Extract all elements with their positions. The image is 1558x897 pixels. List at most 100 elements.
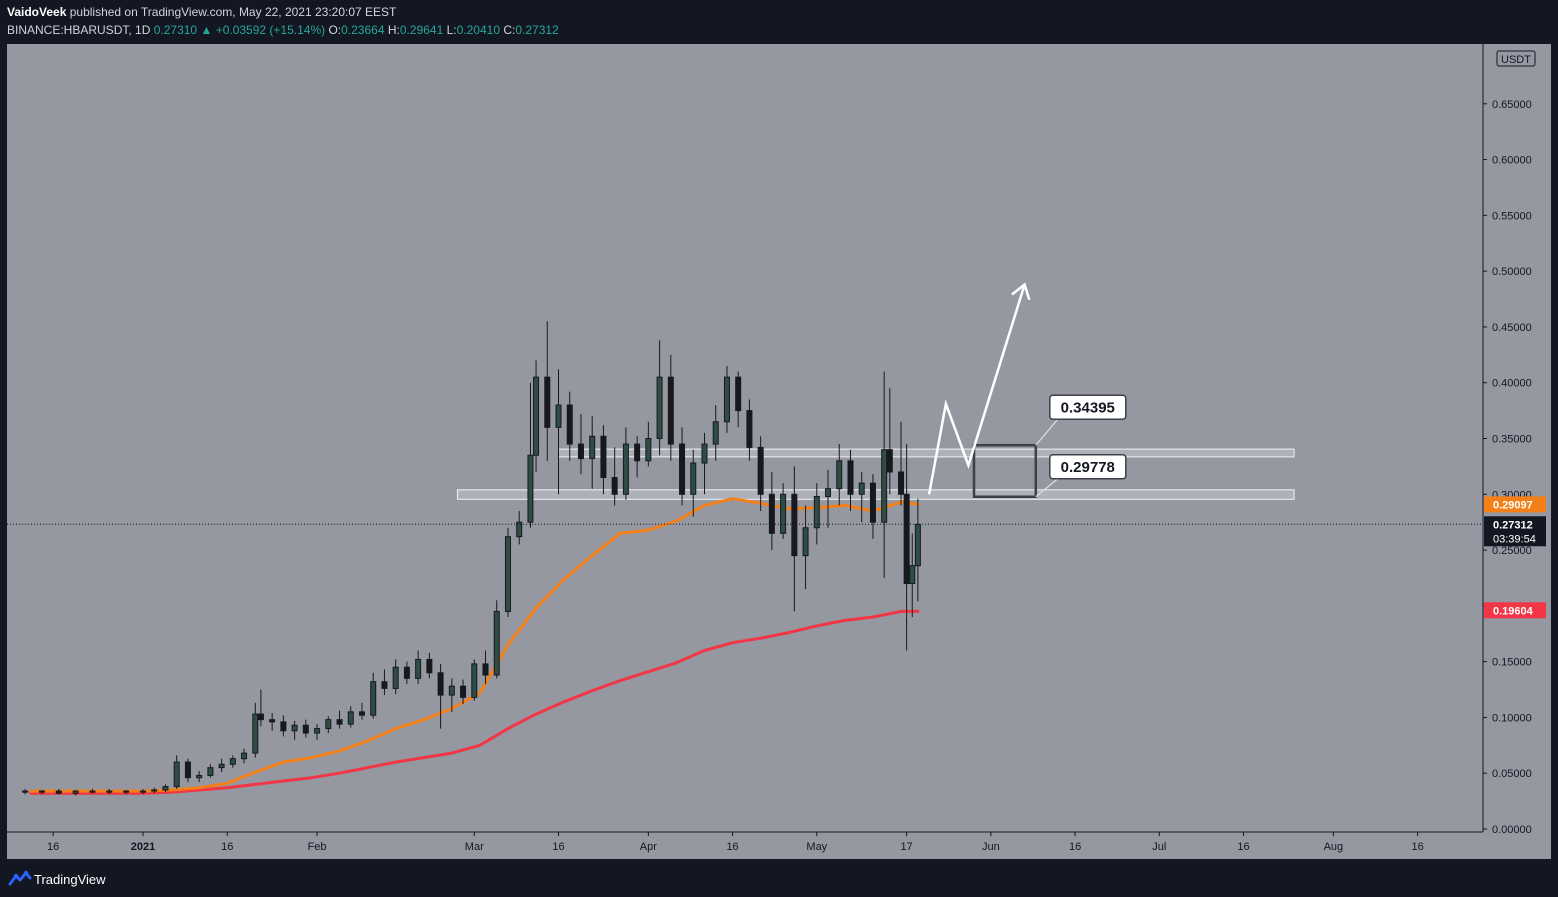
candle <box>869 474 876 539</box>
candle <box>577 413 584 475</box>
candle <box>645 421 652 467</box>
candle <box>38 789 45 795</box>
candle <box>392 659 399 694</box>
candle <box>600 425 607 495</box>
author-name[interactable]: VaidoVeek <box>7 5 67 19</box>
tradingview-brand[interactable]: TradingView <box>34 872 106 887</box>
candle-body <box>252 713 259 754</box>
currency-label: USDT <box>1501 54 1531 66</box>
y-tick-label: 0.40000 <box>1492 378 1532 390</box>
publish-info: VaidoVeek published on TradingView.com, … <box>7 5 396 19</box>
candle <box>471 659 478 701</box>
projection-arrow <box>927 284 1026 495</box>
candle <box>325 716 332 734</box>
candle-body <box>690 462 697 495</box>
candle-body <box>533 376 540 456</box>
candle <box>437 663 444 729</box>
chart-header: VaidoVeek published on TradingView.com, … <box>0 0 1558 44</box>
candle-body <box>746 410 753 448</box>
candle-body <box>302 724 309 734</box>
up-arrow-icon: ▲ <box>200 23 213 37</box>
candle <box>909 533 916 618</box>
candle-body <box>162 786 169 791</box>
candle-body <box>622 443 629 495</box>
candles <box>22 321 921 796</box>
candle-body <box>151 789 158 792</box>
x-tick-label: May <box>806 841 827 853</box>
candle-body <box>791 493 798 557</box>
x-tick-label: 16 <box>47 841 59 853</box>
y-tick-label: 0.55000 <box>1492 210 1532 222</box>
y-tick-label: 0.05000 <box>1492 768 1532 780</box>
candle <box>712 405 719 461</box>
candle-body <box>555 404 562 428</box>
candle <box>746 399 753 461</box>
candle <box>701 432 708 495</box>
candle-body <box>403 666 410 679</box>
candle <box>679 427 686 506</box>
candle-body <box>325 719 332 730</box>
price-chart[interactable]: 0.000000.050000.100000.150000.200000.250… <box>0 44 1558 862</box>
y-tick-label: 0.45000 <box>1492 322 1532 334</box>
published-text: published on TradingView.com, May 22, 20… <box>69 5 397 19</box>
candle-body <box>527 454 534 523</box>
candle <box>151 787 158 794</box>
time-axis[interactable] <box>7 832 1483 859</box>
candle-body <box>802 527 809 557</box>
candle <box>757 436 764 512</box>
tradingview-logo-icon[interactable] <box>8 870 32 888</box>
candle-body <box>173 761 180 788</box>
drawings[interactable]: 0.34395 0.29778 <box>927 282 1127 498</box>
x-tick-label: Apr <box>640 841 657 853</box>
candle <box>482 650 489 684</box>
arrow-head-icon <box>1011 282 1031 301</box>
ma-slow-price: 0.19604 <box>1484 602 1546 619</box>
y-tick-label: 0.60000 <box>1492 155 1532 167</box>
candle-body <box>370 681 377 716</box>
candle <box>241 748 248 764</box>
candle <box>735 371 742 428</box>
plot-area[interactable] <box>7 44 1483 832</box>
candle <box>881 371 888 578</box>
close-label: C: <box>503 23 516 37</box>
candle <box>89 788 96 794</box>
last-value: 0.27310 <box>153 23 198 37</box>
candle-body <box>314 728 321 734</box>
candle-body <box>898 471 905 495</box>
candle-body <box>196 774 203 779</box>
callout-box <box>1049 454 1127 480</box>
high-value: 0.29641 <box>399 23 444 37</box>
y-tick-label: 0.50000 <box>1492 266 1532 278</box>
candle-body <box>836 460 843 490</box>
candle <box>280 715 287 737</box>
price-badge-label: 0.19604 <box>1493 605 1534 617</box>
ma-slow-line <box>29 609 920 795</box>
candle <box>858 471 865 523</box>
x-tick-label: Jul <box>1152 841 1166 853</box>
candle <box>257 689 264 727</box>
candle <box>106 788 113 795</box>
candle <box>162 784 169 793</box>
symbol-label[interactable]: BINANCE:HBARUSDT, 1D <box>7 23 151 37</box>
candle <box>667 354 674 461</box>
price-axis[interactable] <box>1483 44 1551 832</box>
low-label: L: <box>446 23 457 37</box>
candle-body <box>336 719 343 725</box>
candle-body <box>229 758 236 765</box>
candle-body <box>504 536 511 612</box>
currency-badge[interactable]: USDT <box>1496 50 1536 67</box>
x-tick-label: 16 <box>1237 841 1249 853</box>
price-badge-countdown: 03:39:54 <box>1493 533 1536 545</box>
candle <box>847 449 854 512</box>
candle-body <box>600 435 607 479</box>
last-price: 0.27312 03:39:54 <box>1484 516 1546 547</box>
ma-fast-price: 0.29097 <box>1484 496 1546 513</box>
candle <box>527 382 534 528</box>
candle-body <box>460 685 467 698</box>
candle <box>184 758 191 783</box>
candle-body <box>881 449 888 523</box>
candle-body <box>914 523 921 567</box>
candle <box>634 436 641 478</box>
candle-body <box>123 790 130 793</box>
candle-body <box>280 721 287 732</box>
